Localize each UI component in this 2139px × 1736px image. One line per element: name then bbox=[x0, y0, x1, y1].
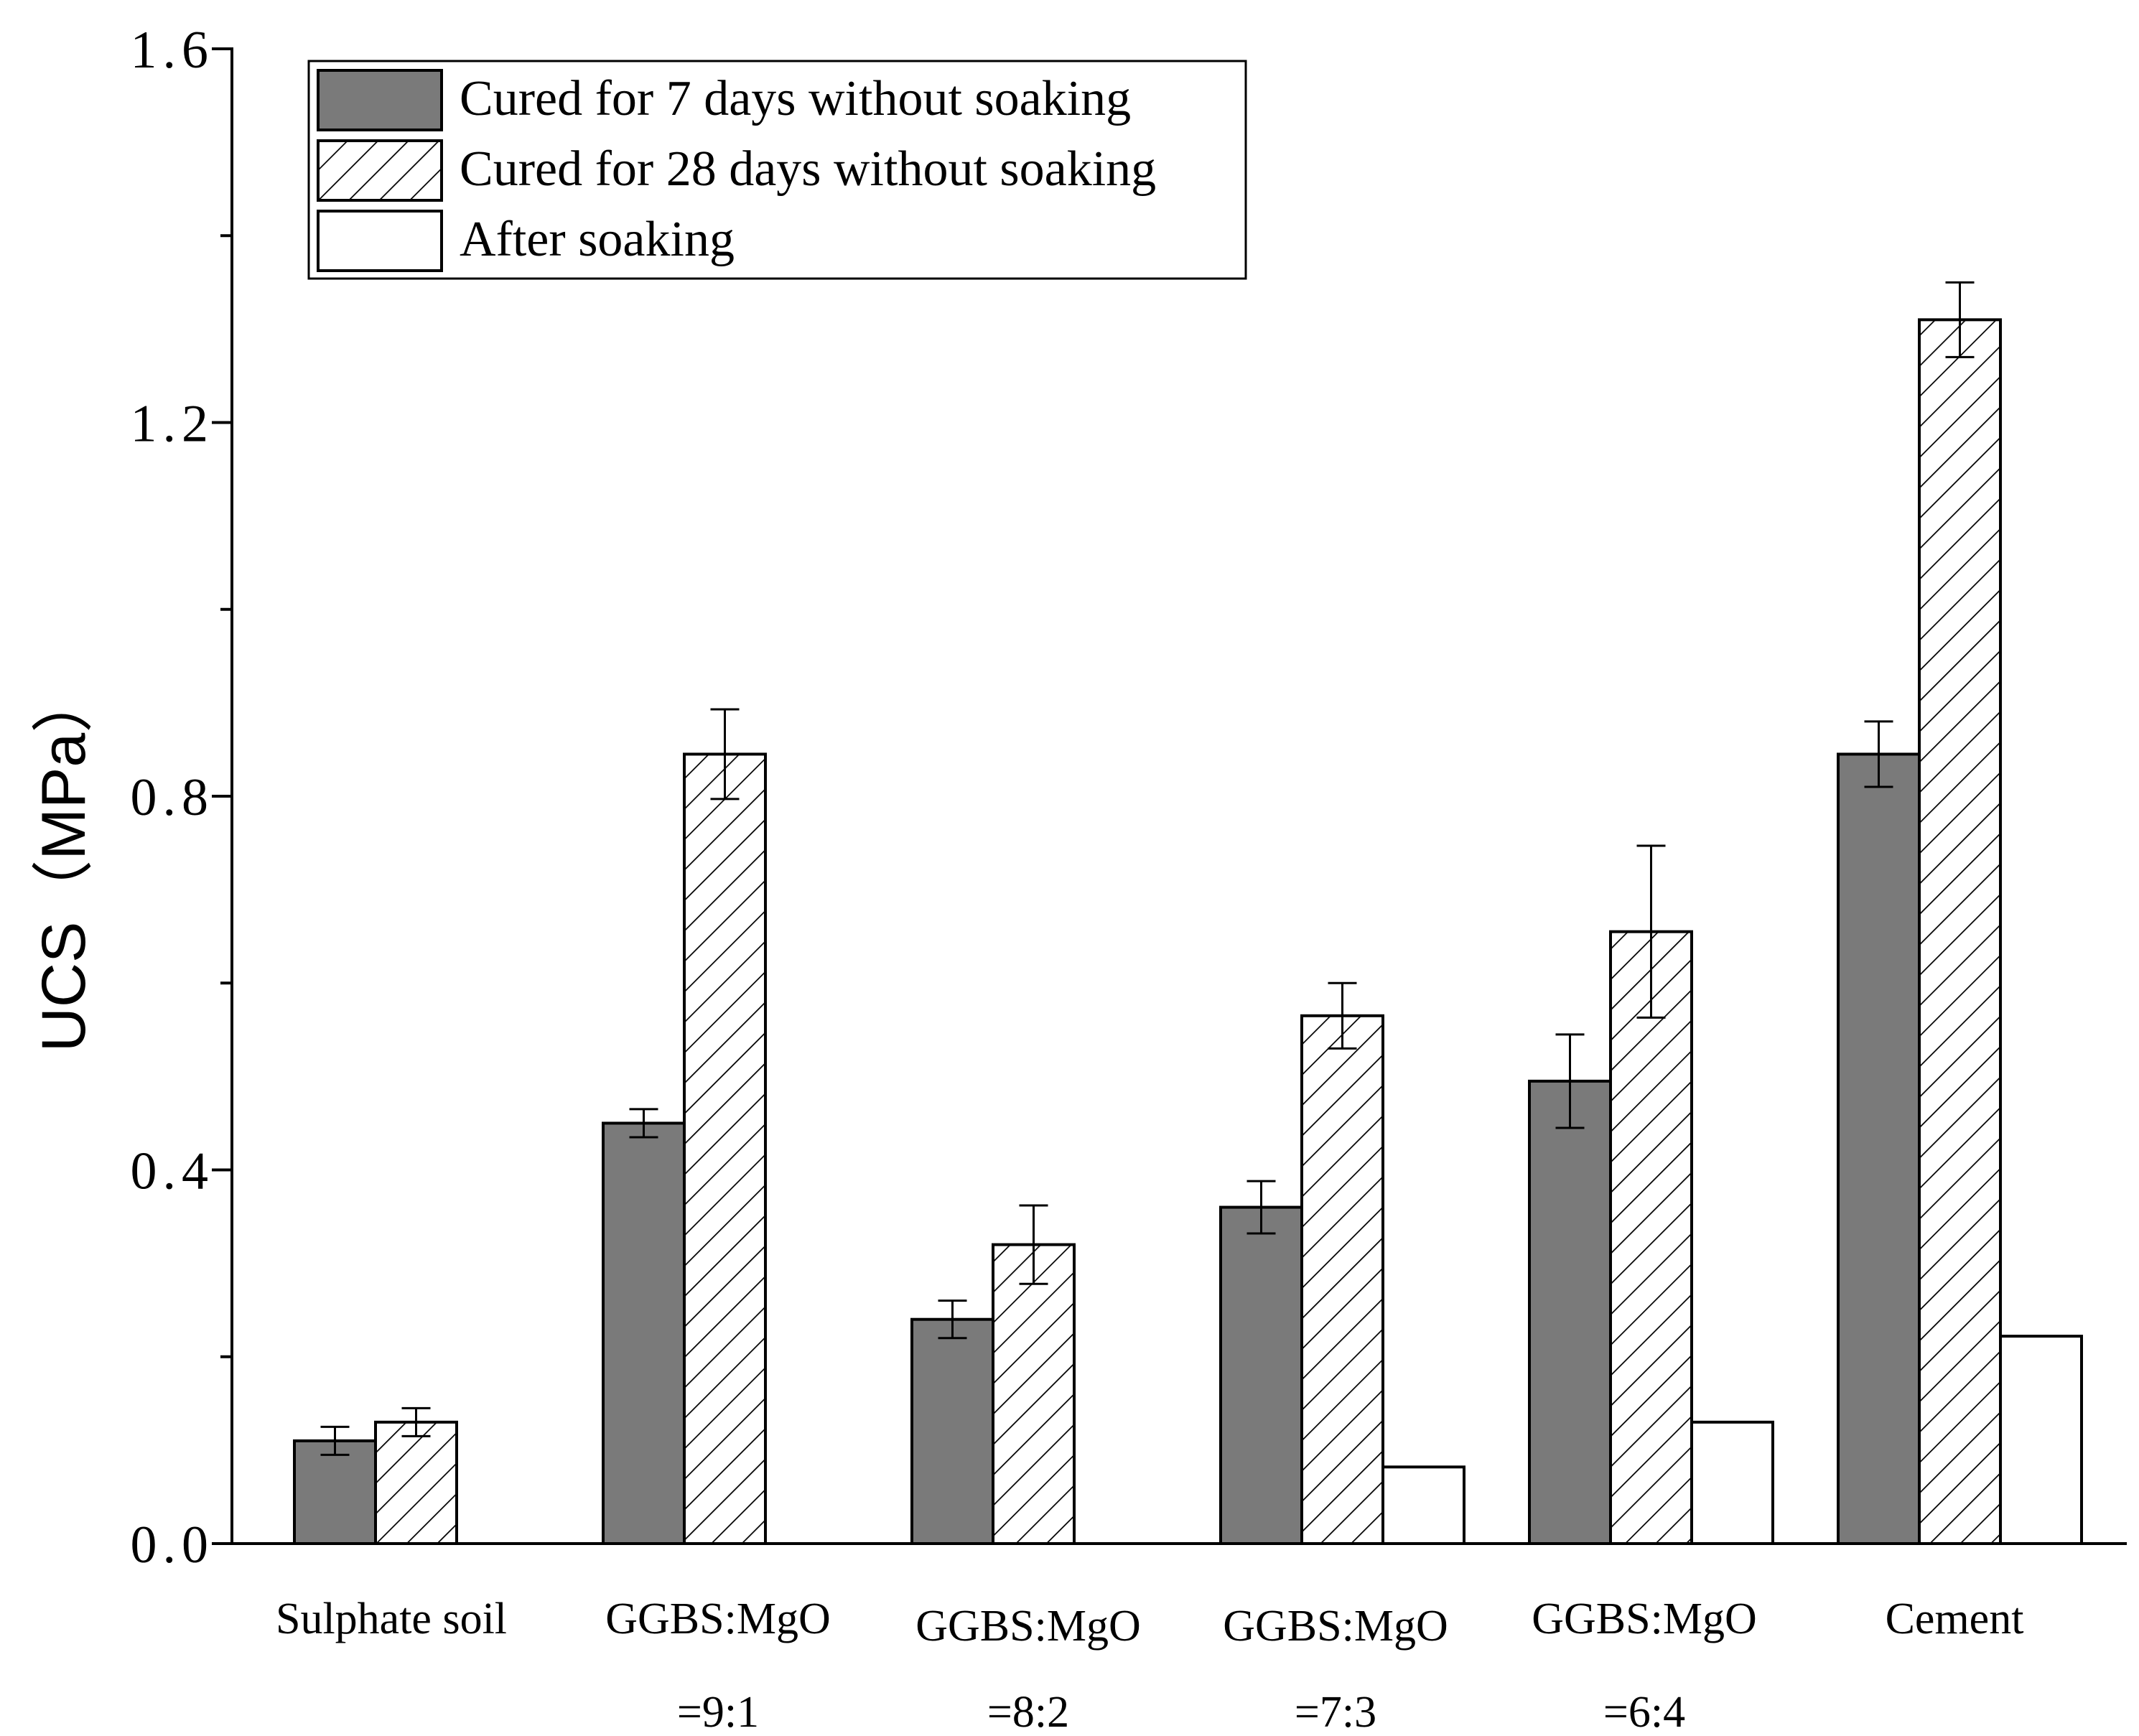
y-tick-label: 0.0 bbox=[131, 1516, 215, 1574]
legend-label: Cured for 28 days without soaking bbox=[460, 141, 1156, 197]
bar bbox=[374, 1420, 458, 1546]
bar bbox=[1837, 752, 1921, 1545]
bar bbox=[1609, 930, 1693, 1545]
bar bbox=[683, 752, 767, 1545]
x-tick-label: =9:1 bbox=[677, 1688, 759, 1736]
bar bbox=[1219, 1205, 1303, 1546]
bar bbox=[992, 1243, 1076, 1545]
y-ticks-layer: 0.0 0.4 0.8 1.2 1.6 bbox=[131, 21, 232, 1574]
legend-swatch bbox=[317, 139, 443, 202]
x-tick-label: GGBS:MgO bbox=[915, 1602, 1141, 1651]
y-tick-label: 1.6 bbox=[131, 21, 215, 80]
bar bbox=[1381, 1465, 1465, 1545]
x-tick-label: =6:4 bbox=[1603, 1688, 1685, 1736]
bar bbox=[1300, 1014, 1384, 1545]
legend-swatch bbox=[317, 69, 443, 131]
bar bbox=[1690, 1420, 1774, 1546]
x-tick-label: Sulphate soil bbox=[276, 1595, 507, 1643]
legend-label: After soaking bbox=[460, 212, 735, 267]
y-tick-label: 1.2 bbox=[131, 395, 215, 454]
bar bbox=[1999, 1335, 2083, 1546]
y-tick-label: 0.8 bbox=[131, 768, 215, 827]
legend: Cured for 7 days without soaking Cured fo… bbox=[307, 60, 1247, 280]
legend-label: Cured for 7 days without soaking bbox=[460, 71, 1131, 126]
bar bbox=[910, 1317, 994, 1545]
bar bbox=[293, 1439, 377, 1546]
x-tick-label: GGBS:MgO bbox=[605, 1595, 831, 1643]
bars-layer bbox=[293, 318, 2083, 1546]
x-tick-label: GGBS:MgO bbox=[1532, 1595, 1757, 1643]
x-tick-label: =7:3 bbox=[1295, 1688, 1376, 1736]
legend-swatch bbox=[317, 210, 443, 272]
x-tick-label: Cement bbox=[1886, 1595, 2024, 1643]
bar bbox=[1918, 318, 2002, 1545]
y-axis-title: UCS（MPa） bbox=[29, 671, 98, 1052]
x-tick-label: =8:2 bbox=[987, 1688, 1069, 1736]
error-bars-layer bbox=[320, 281, 1975, 1456]
x-tick-labels-layer: Sulphate soil GGBS:MgO =9:1 GGBS:MgO =8:2 GGB… bbox=[276, 1595, 2023, 1736]
y-tick-label: 0.4 bbox=[131, 1142, 215, 1201]
bar bbox=[1528, 1079, 1612, 1545]
bar bbox=[602, 1121, 686, 1545]
x-tick-label: GGBS:MgO bbox=[1223, 1602, 1448, 1651]
legend-box bbox=[307, 60, 1247, 280]
